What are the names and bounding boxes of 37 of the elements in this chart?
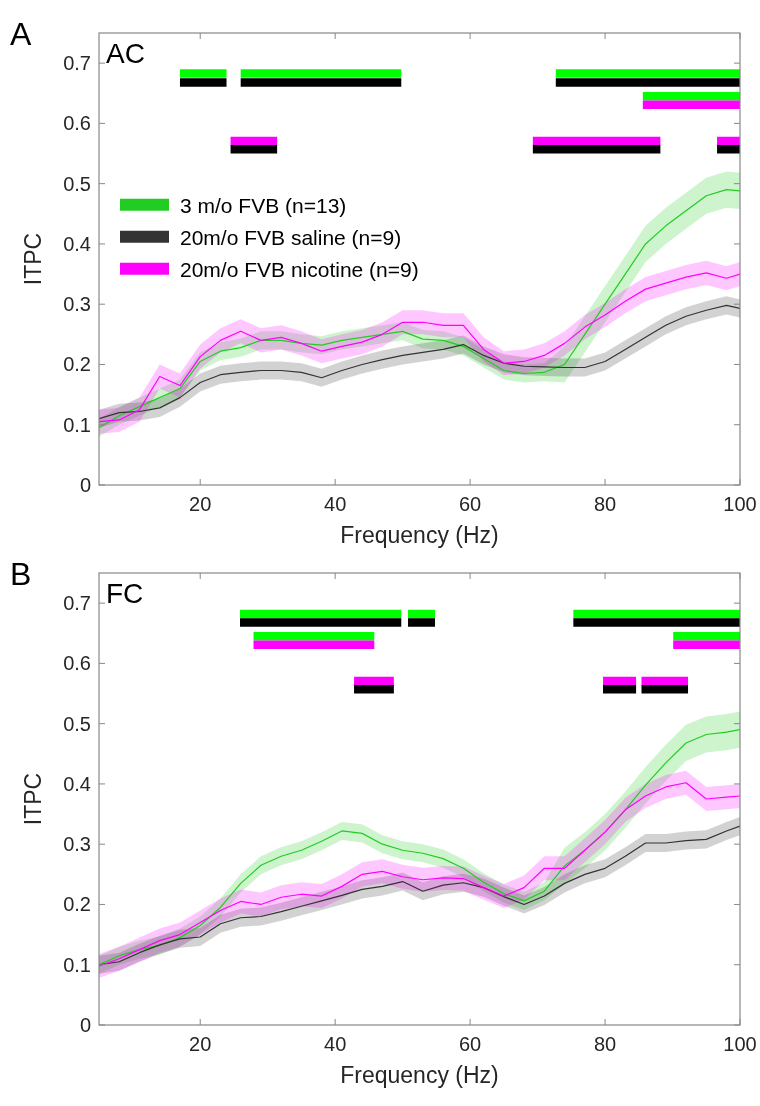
y-tick-label: 0.7 <box>63 52 91 75</box>
y-tick-label: 0.7 <box>63 592 91 615</box>
text: B <box>10 556 32 592</box>
y-tick-label: 0.2 <box>63 353 91 376</box>
x-tick-label: 80 <box>593 1033 617 1055</box>
x-axis-title: Frequency (Hz) <box>340 1062 499 1088</box>
y-tick-label: 0.1 <box>63 953 91 976</box>
x-tick-label: 20 <box>189 1033 212 1055</box>
x-tick-label: 60 <box>458 1033 482 1055</box>
x-tick-label: 100 <box>723 493 757 515</box>
y-tick-label: 0.6 <box>63 652 91 675</box>
x-tick-label: 60 <box>458 493 482 515</box>
x-tick-label: 100 <box>723 1033 757 1055</box>
legend-label: 20m/o FVB nicotine (n=9) <box>180 257 419 281</box>
y-tick-label: 0.3 <box>63 293 91 316</box>
chart-title: FC <box>106 578 144 609</box>
y-tick-label: 0.1 <box>63 413 91 436</box>
x-tick-label: 40 <box>324 1033 347 1055</box>
y-axis-title: ITPC <box>20 772 46 826</box>
x-tick-label: 40 <box>324 493 347 515</box>
y-tick-label: 0.5 <box>63 172 91 195</box>
legend-label: 20m/o FVB saline (n=9) <box>180 225 402 249</box>
chart-title: AC <box>106 38 145 69</box>
y-tick-label: 0.3 <box>63 833 91 856</box>
x-tick-label: 80 <box>593 493 617 515</box>
legend-label: 3 m/o FVB (n=13) <box>180 193 347 217</box>
y-tick-label: 0.2 <box>63 893 91 916</box>
y-tick-label: 0 <box>79 474 91 496</box>
y-tick-label: 0 <box>79 1014 91 1036</box>
y-tick-label: 0.4 <box>63 232 91 255</box>
y-axis-title: ITPC <box>20 232 46 286</box>
x-axis-title: Frequency (Hz) <box>340 522 499 548</box>
y-tick-label: 0.6 <box>63 112 91 135</box>
x-tick-label: 20 <box>189 493 212 515</box>
y-tick-label: 0.5 <box>63 712 91 735</box>
y-tick-label: 0.4 <box>63 772 91 795</box>
text: A <box>10 16 32 52</box>
